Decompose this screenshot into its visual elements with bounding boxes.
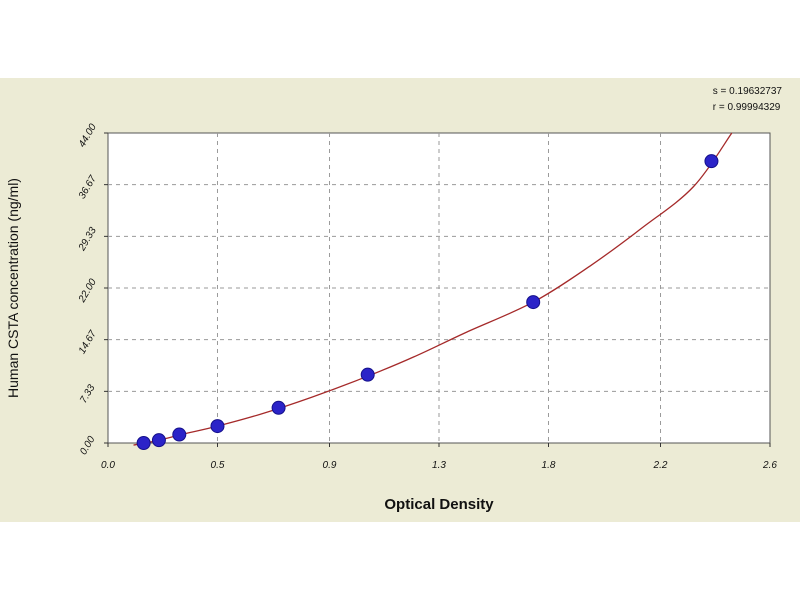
y-tick-label: 36.67 <box>77 173 99 201</box>
y-tick-label: 29.33 <box>76 225 99 253</box>
x-tick-label: 0.0 <box>101 460 115 471</box>
data-point <box>210 419 225 434</box>
y-tick-label: 14.67 <box>77 328 99 356</box>
x-tick-label: 0.9 <box>323 460 337 471</box>
x-tick-label: 2.6 <box>762 460 777 471</box>
y-tick-label: 22.00 <box>76 277 99 305</box>
fit-curve-line <box>133 132 733 446</box>
fit-statistic-s: s = 0.19632737 <box>712 86 782 97</box>
y-tick-label: 0.00 <box>78 434 97 457</box>
x-tick-label: 2.2 <box>653 460 668 471</box>
fit-statistics: s = 0.19632737 r = 0.99994329 <box>713 84 782 116</box>
y-tick-label: 7.33 <box>78 383 97 406</box>
x-tick-label: 0.5 <box>211 460 225 471</box>
data-point <box>271 400 286 415</box>
x-tick-label: 1.8 <box>542 460 556 471</box>
x-axis-title: Optical Density <box>384 496 494 513</box>
fit-statistic-r: r = 0.99994329 <box>712 102 781 113</box>
data-point <box>151 433 166 448</box>
y-axis-title: Human CSTA concentration (ng/ml) <box>5 178 21 398</box>
data-point <box>704 154 719 169</box>
y-tick-label: 44.00 <box>77 122 99 150</box>
x-tick-label: 1.3 <box>432 460 446 471</box>
data-point <box>172 427 187 442</box>
data-points <box>136 154 719 450</box>
data-point <box>136 436 151 450</box>
data-point <box>526 295 541 310</box>
data-point <box>360 367 375 382</box>
